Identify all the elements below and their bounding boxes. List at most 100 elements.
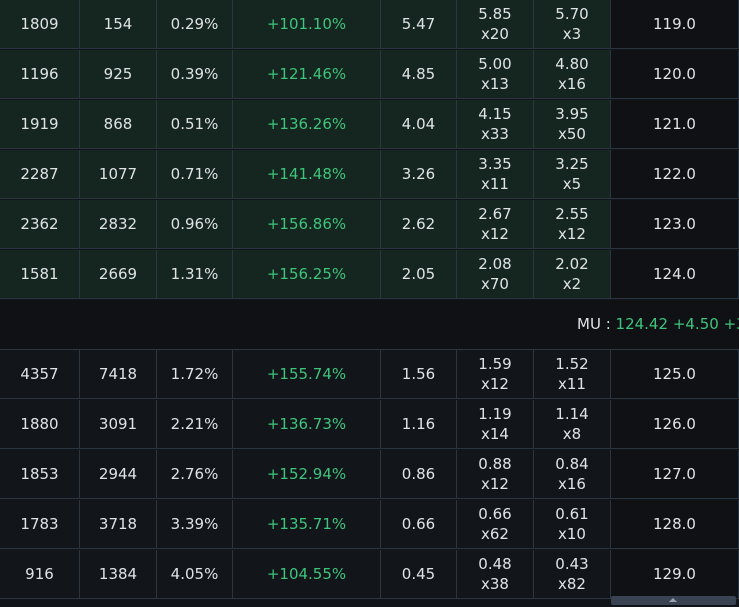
cell: 0.86 [381,450,457,499]
size: x62 [481,525,509,543]
cell: 4357 [0,350,80,399]
size: x8 [562,425,582,443]
option-row: 1196 925 0.39% +121.46% 4.85 5.00 x13 4.80 x16 12… [0,50,739,100]
size: x12 [481,225,509,243]
strike: 119.0 [611,0,739,49]
cell: 2287 [0,150,80,199]
price: 3.95 [555,105,589,123]
cell: 154 [80,0,157,49]
size: x2 [562,275,582,293]
ask-cell: 0.84 x16 [534,450,611,499]
cell: 1.56 [381,350,457,399]
cell: 2944 [80,450,157,499]
price: 2.02 [555,255,589,273]
ask-cell: 0.61 x10 [534,500,611,549]
cell: 7418 [80,350,157,399]
ask-cell: 0.43 x82 [534,550,611,599]
strike: 123.0 [611,200,739,249]
cell: 0.71% [157,150,233,199]
cell: +136.26% [233,100,381,149]
underlying-quote: MU : 124.42 +4.50 +3. [577,315,739,333]
price: 0.48 [478,555,512,573]
size: x11 [558,375,586,393]
price: 0.61 [555,505,589,523]
price: 124.42 [615,315,669,333]
ask-cell: 4.80 x16 [534,50,611,99]
cell: 0.29% [157,0,233,49]
price: 1.59 [478,355,512,373]
cell: 2.05 [381,250,457,299]
symbol: MU : [577,315,611,333]
ask-cell: 3.95 x50 [534,100,611,149]
cell: +136.73% [233,400,381,449]
cell: 925 [80,50,157,99]
cell: 2362 [0,200,80,249]
price: 5.85 [478,5,512,23]
price: 5.70 [555,5,589,23]
cell: 0.96% [157,200,233,249]
ask-cell: 2.02 x2 [534,250,611,299]
cell: 1077 [80,150,157,199]
strike: 121.0 [611,100,739,149]
cell: 3718 [80,500,157,549]
cell: +152.94% [233,450,381,499]
ask-cell: 1.14 x8 [534,400,611,449]
size: x16 [558,475,586,493]
option-row: 1783 3718 3.39% +135.71% 0.66 0.66 x62 0.61 x10 1… [0,500,739,550]
size: x11 [481,175,509,193]
strike: 120.0 [611,50,739,99]
bid-cell: 2.67 x12 [457,200,534,249]
scrollbar[interactable] [611,596,736,605]
cell: 868 [80,100,157,149]
size: x5 [562,175,582,193]
size: x16 [558,75,586,93]
size: x33 [481,125,509,143]
cell: +156.86% [233,200,381,249]
cell: 1783 [0,500,80,549]
size: x82 [558,575,586,593]
price: 0.88 [478,455,512,473]
size: x70 [481,275,509,293]
price: 3.25 [555,155,589,173]
cell: 2669 [80,250,157,299]
bid-cell: 1.59 x12 [457,350,534,399]
ask-cell: 2.55 x12 [534,200,611,249]
cell: 5.47 [381,0,457,49]
strike: 129.0 [611,550,739,599]
cell: 2.21% [157,400,233,449]
cell: 1581 [0,250,80,299]
ask-cell: 5.70 x3 [534,0,611,49]
cell: +104.55% [233,550,381,599]
price: 2.67 [478,205,512,223]
size: x12 [481,475,509,493]
cell: 0.45 [381,550,457,599]
price: 0.66 [478,505,512,523]
cell: 0.39% [157,50,233,99]
change: +4.50 [672,315,719,333]
strike: 127.0 [611,450,739,499]
cell: 1853 [0,450,80,499]
bid-cell: 3.35 x11 [457,150,534,199]
cell: 3091 [80,400,157,449]
bid-cell: 5.85 x20 [457,0,534,49]
price: 0.43 [555,555,589,573]
cell: 2.76% [157,450,233,499]
price: 4.80 [555,55,589,73]
option-row: 916 1384 4.05% +104.55% 0.45 0.48 x38 0.43 x82 12… [0,550,739,600]
size: x12 [481,375,509,393]
size: x10 [558,525,586,543]
cell: 1.72% [157,350,233,399]
strike: 126.0 [611,400,739,449]
cell: +155.74% [233,350,381,399]
cell: +156.25% [233,250,381,299]
option-row: 1919 868 0.51% +136.26% 4.04 4.15 x33 3.95 x50 12… [0,100,739,150]
option-row: 1853 2944 2.76% +152.94% 0.86 0.88 x12 0.84 x16 1… [0,450,739,500]
cell: 1384 [80,550,157,599]
price: 1.14 [555,405,589,423]
price: 1.52 [555,355,589,373]
cell: +101.10% [233,0,381,49]
size: x3 [562,25,582,43]
cell: 0.66 [381,500,457,549]
cell: +135.71% [233,500,381,549]
